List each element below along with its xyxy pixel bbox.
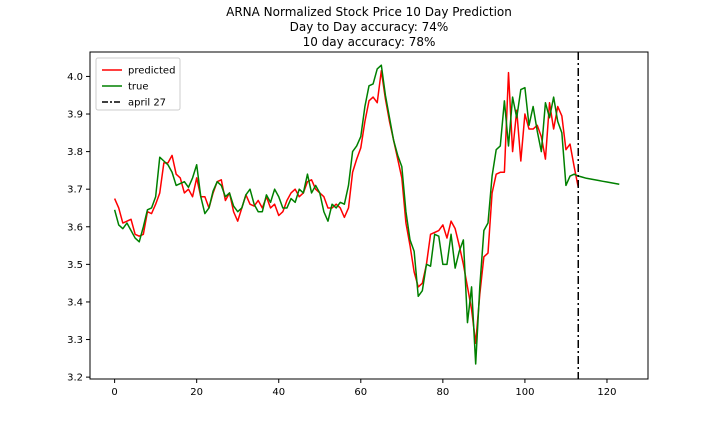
series-line-true (113, 64, 620, 365)
legend-box (95, 57, 181, 111)
y-tick-label: 3.2 (67, 373, 83, 384)
x-tick-label: 60 (354, 387, 367, 398)
y-tick-label: 3.3 (67, 335, 83, 346)
x-tick-label: 80 (436, 387, 449, 398)
y-tick-label: 3.5 (67, 260, 83, 271)
x-tick-label: 40 (272, 387, 285, 398)
legend: predicted true april 27 (95, 57, 181, 111)
chart-titles: ARNA Normalized Stock Price 10 Day Predi… (226, 5, 512, 49)
series-line-predicted (113, 70, 579, 345)
legend-label-predicted: predicted (128, 66, 175, 77)
plot-area (89, 51, 649, 380)
legend-label-april-27: april 27 (128, 98, 166, 109)
y-tick-label: 3.4 (67, 297, 83, 308)
y-tick-label: 3.8 (67, 147, 83, 158)
x-tick-label: 20 (190, 387, 203, 398)
legend-label-true: true (128, 82, 149, 93)
axes-frame (89, 51, 649, 380)
y-tick-label: 3.7 (67, 185, 83, 196)
chart-subtitle-day-accuracy: Day to Day accuracy: 74% (290, 20, 449, 34)
axis-ticks: 0 20 40 60 80 100 120 3.2 3.3 3.4 3.5 3.6 3.7 3.8 3.9 4… (67, 72, 616, 398)
x-tick-label: 0 (111, 387, 117, 398)
x-tick-label: 120 (597, 387, 616, 398)
chart-subtitle-10day-accuracy: 10 day accuracy: 78% (303, 35, 436, 49)
chart-title: ARNA Normalized Stock Price 10 Day Predi… (226, 5, 512, 19)
y-tick-label: 3.9 (67, 110, 83, 121)
y-tick-label: 3.6 (67, 222, 83, 233)
y-tick-label: 4.0 (67, 72, 83, 83)
x-tick-label: 100 (515, 387, 534, 398)
